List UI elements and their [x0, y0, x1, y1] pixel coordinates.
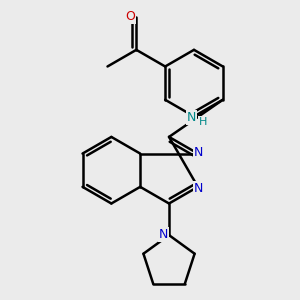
Text: O: O [125, 10, 135, 23]
Text: N: N [159, 228, 168, 241]
Text: N: N [187, 111, 196, 124]
Text: N: N [194, 182, 203, 195]
Text: N: N [194, 146, 203, 159]
Text: H: H [199, 117, 208, 127]
